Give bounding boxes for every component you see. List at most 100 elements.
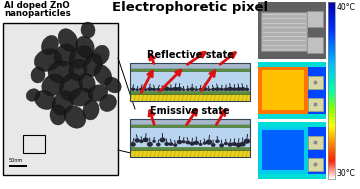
Bar bbox=[130, 94, 250, 101]
Text: Electrophoretic pixel: Electrophoretic pixel bbox=[112, 1, 268, 14]
Ellipse shape bbox=[34, 49, 62, 71]
Ellipse shape bbox=[139, 139, 144, 143]
Bar bbox=[130, 63, 250, 68]
Ellipse shape bbox=[215, 139, 220, 143]
Ellipse shape bbox=[76, 36, 94, 58]
Bar bbox=[9, 165, 27, 167]
Ellipse shape bbox=[182, 88, 185, 91]
Ellipse shape bbox=[244, 139, 250, 144]
Ellipse shape bbox=[176, 87, 183, 91]
Ellipse shape bbox=[26, 89, 40, 101]
Ellipse shape bbox=[60, 73, 82, 101]
Bar bbox=[130, 119, 250, 157]
Ellipse shape bbox=[58, 29, 78, 51]
Ellipse shape bbox=[314, 102, 318, 106]
Ellipse shape bbox=[314, 140, 318, 145]
Ellipse shape bbox=[135, 138, 140, 143]
Ellipse shape bbox=[314, 163, 318, 167]
Ellipse shape bbox=[219, 88, 224, 91]
Ellipse shape bbox=[185, 141, 190, 144]
Ellipse shape bbox=[42, 74, 64, 96]
Ellipse shape bbox=[211, 143, 216, 147]
Ellipse shape bbox=[232, 142, 237, 146]
Text: nanoparticles: nanoparticles bbox=[4, 9, 71, 19]
Ellipse shape bbox=[130, 88, 136, 91]
Ellipse shape bbox=[240, 87, 246, 91]
Ellipse shape bbox=[206, 139, 212, 145]
Ellipse shape bbox=[94, 65, 112, 85]
Bar bbox=[3, 23, 118, 175]
Ellipse shape bbox=[69, 88, 93, 106]
Ellipse shape bbox=[236, 87, 242, 91]
Bar bbox=[130, 119, 250, 124]
Ellipse shape bbox=[227, 87, 233, 91]
Ellipse shape bbox=[105, 77, 121, 93]
Ellipse shape bbox=[160, 88, 165, 91]
Ellipse shape bbox=[54, 44, 76, 66]
Ellipse shape bbox=[245, 88, 249, 91]
Ellipse shape bbox=[135, 88, 139, 91]
Ellipse shape bbox=[52, 91, 74, 115]
Ellipse shape bbox=[207, 88, 211, 91]
Ellipse shape bbox=[203, 141, 207, 145]
Ellipse shape bbox=[165, 142, 169, 146]
Ellipse shape bbox=[152, 88, 157, 91]
Ellipse shape bbox=[173, 143, 177, 147]
Ellipse shape bbox=[159, 137, 166, 143]
Ellipse shape bbox=[164, 87, 170, 91]
Ellipse shape bbox=[50, 105, 66, 125]
Ellipse shape bbox=[139, 88, 144, 91]
Bar bbox=[308, 158, 323, 171]
Ellipse shape bbox=[35, 91, 55, 110]
Ellipse shape bbox=[99, 94, 117, 112]
Ellipse shape bbox=[314, 81, 318, 84]
Ellipse shape bbox=[88, 85, 108, 101]
Ellipse shape bbox=[232, 88, 237, 91]
Bar bbox=[258, 2, 326, 59]
Ellipse shape bbox=[147, 87, 153, 91]
Ellipse shape bbox=[228, 143, 233, 147]
Ellipse shape bbox=[152, 140, 156, 143]
Bar bbox=[130, 127, 250, 147]
Ellipse shape bbox=[211, 88, 216, 91]
Bar bbox=[307, 37, 323, 53]
Ellipse shape bbox=[198, 88, 203, 91]
Ellipse shape bbox=[81, 22, 95, 38]
Ellipse shape bbox=[169, 142, 173, 146]
Bar bbox=[130, 124, 250, 127]
Ellipse shape bbox=[41, 36, 59, 55]
Ellipse shape bbox=[186, 88, 190, 91]
Bar bbox=[23, 135, 45, 153]
Ellipse shape bbox=[156, 88, 161, 91]
Bar bbox=[130, 91, 250, 94]
Ellipse shape bbox=[194, 140, 199, 145]
Bar bbox=[308, 98, 323, 111]
Ellipse shape bbox=[147, 142, 153, 147]
Ellipse shape bbox=[83, 100, 99, 120]
Ellipse shape bbox=[130, 142, 136, 147]
Text: Reflective state: Reflective state bbox=[147, 50, 233, 60]
Text: 30°C: 30°C bbox=[337, 169, 355, 178]
Ellipse shape bbox=[31, 67, 45, 83]
Ellipse shape bbox=[219, 143, 224, 147]
Ellipse shape bbox=[235, 143, 242, 147]
Bar bbox=[130, 150, 250, 157]
Ellipse shape bbox=[199, 143, 202, 146]
Text: 40°C: 40°C bbox=[337, 3, 355, 12]
Text: 50nm: 50nm bbox=[9, 159, 23, 163]
Ellipse shape bbox=[69, 59, 87, 81]
Ellipse shape bbox=[93, 45, 109, 65]
Bar bbox=[130, 68, 250, 71]
Ellipse shape bbox=[156, 143, 161, 146]
Ellipse shape bbox=[224, 88, 228, 91]
Ellipse shape bbox=[143, 137, 149, 142]
Ellipse shape bbox=[215, 87, 220, 91]
Ellipse shape bbox=[172, 87, 178, 91]
Ellipse shape bbox=[224, 142, 228, 145]
Ellipse shape bbox=[177, 140, 182, 144]
Ellipse shape bbox=[194, 88, 198, 91]
Text: Emissive state: Emissive state bbox=[150, 106, 230, 116]
Ellipse shape bbox=[189, 142, 195, 146]
Bar bbox=[130, 71, 250, 91]
Bar bbox=[308, 136, 323, 149]
